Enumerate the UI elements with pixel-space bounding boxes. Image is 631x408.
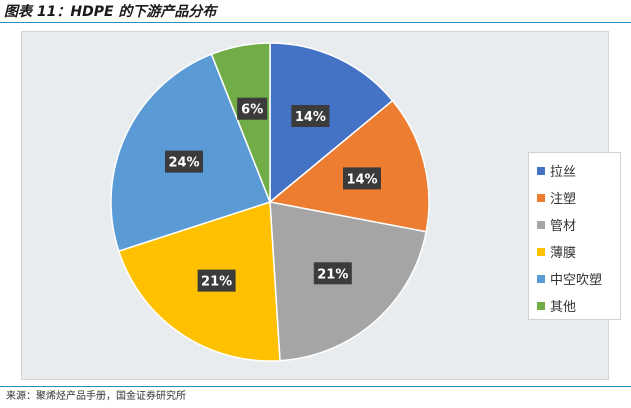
- data-label-box-3: [313, 262, 352, 285]
- legend-swatch-4: [537, 247, 545, 256]
- data-label-6: 6%: [237, 97, 268, 120]
- legend-label-2: 注塑: [550, 192, 577, 207]
- data-label-2: 14%: [343, 167, 381, 190]
- legend: 拉丝注塑管材薄膜中空吹塑其他: [528, 152, 621, 320]
- legend-item-2: 注塑: [537, 184, 620, 211]
- legend-swatch-2: [537, 193, 545, 202]
- legend-item-6: 其他: [537, 292, 620, 319]
- data-label-text-4: 21%: [201, 275, 232, 290]
- bottom-divider: [0, 386, 631, 387]
- data-label-text-6: 6%: [241, 103, 263, 118]
- legend-swatch-1: [537, 166, 545, 175]
- data-label-4: 21%: [197, 269, 236, 292]
- data-label-text-5: 24%: [168, 156, 199, 171]
- data-label-box-5: [165, 150, 203, 173]
- data-label-text-2: 14%: [346, 172, 377, 187]
- data-label-box-6: [237, 97, 268, 120]
- pie-slice-1: [269, 42, 394, 204]
- data-label-5: 24%: [165, 150, 203, 173]
- title-divider: [0, 22, 631, 23]
- legend-label-6: 其他: [550, 300, 577, 315]
- legend-item-5: 中空吹塑: [537, 265, 620, 292]
- legend-item-1: 拉丝: [537, 157, 620, 184]
- data-label-box-4: [197, 269, 236, 292]
- legend-item-3: 管材: [537, 211, 620, 238]
- data-label-box-2: [343, 167, 381, 190]
- data-label-box-1: [291, 105, 330, 127]
- legend-swatch-3: [537, 220, 545, 229]
- legend-label-3: 管材: [550, 219, 577, 234]
- legend-item-4: 薄膜: [537, 238, 620, 265]
- chart-area: 14% 14% 21% 21% 24% 6% 拉丝注塑管材薄膜中空吹塑其他: [21, 31, 621, 380]
- data-label-3: 21%: [313, 262, 352, 285]
- legend-swatch-5: [537, 274, 545, 283]
- data-label-text-1: 14%: [295, 110, 326, 125]
- source-note: 来源：聚烯烃产品手册，国金证券研究所: [6, 391, 186, 402]
- figure-title: 图表 11：HDPE 的下游产品分布: [4, 4, 217, 20]
- data-label-text-3: 21%: [317, 267, 348, 282]
- data-label-1: 14%: [291, 105, 330, 127]
- legend-label-4: 薄膜: [550, 246, 577, 261]
- legend-label-1: 拉丝: [550, 165, 577, 180]
- pie-slice-2: [268, 99, 430, 233]
- legend-swatch-6: [537, 301, 545, 310]
- pie-chart: 14% 14% 21% 21% 24% 6%: [110, 42, 430, 362]
- pie-slice-6: [210, 42, 271, 203]
- legend-label-5: 中空吹塑: [550, 273, 603, 288]
